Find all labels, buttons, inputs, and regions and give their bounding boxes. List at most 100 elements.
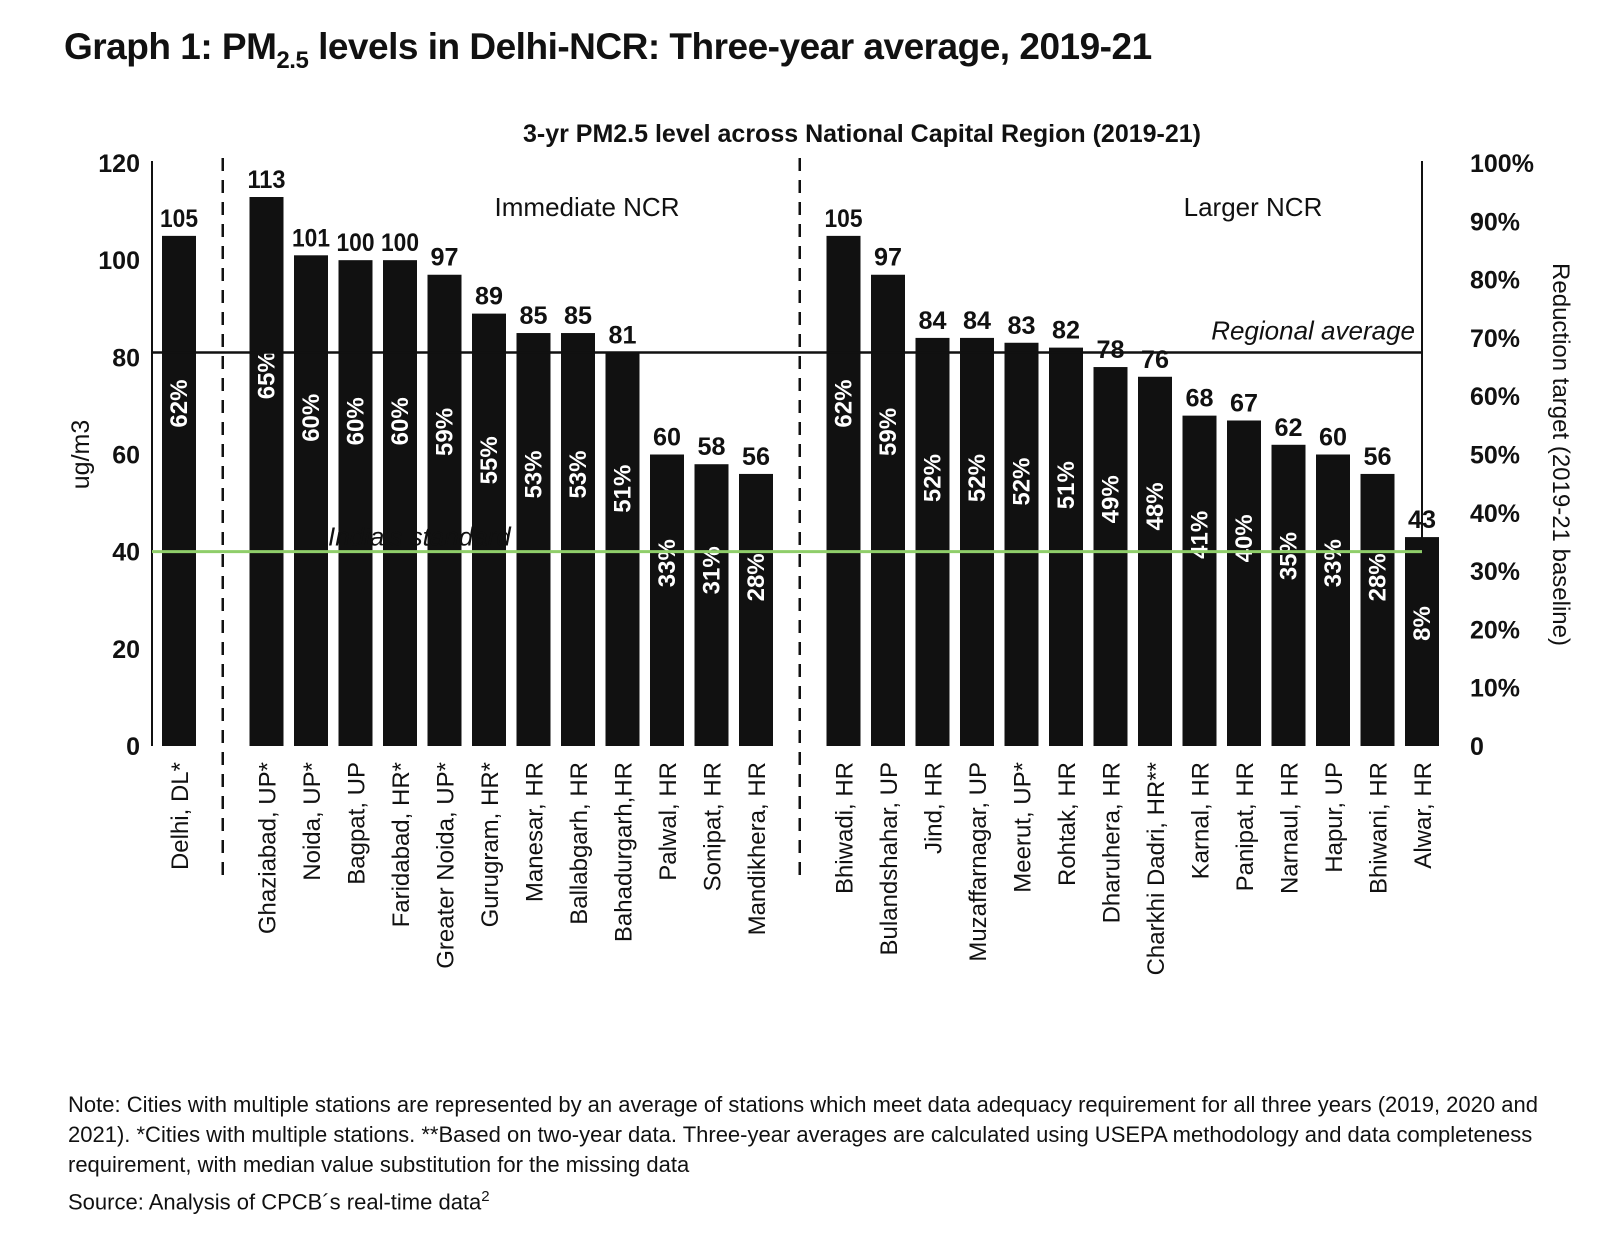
- bar-reduction-label: 48%: [1142, 482, 1169, 530]
- bar-reduction-label: 31%: [699, 546, 726, 594]
- bar: [294, 255, 328, 746]
- bar-value-label: 43: [1408, 506, 1436, 534]
- x-tick-label: Alwar, HR: [1410, 762, 1437, 869]
- bar-reduction-label: 51%: [610, 465, 637, 513]
- bar-value-label: 78: [1097, 336, 1125, 364]
- bar: [561, 333, 595, 746]
- title-subscript: 2.5: [276, 47, 309, 74]
- y2-tick-label: 30%: [1470, 558, 1520, 586]
- bar-reduction-label: 62%: [166, 380, 193, 428]
- bar-reduction-label: 52%: [920, 454, 947, 502]
- bar-value-label: 62: [1275, 414, 1303, 442]
- bar-value-label: 97: [431, 244, 459, 272]
- bar-reduction-label: 35%: [1276, 532, 1303, 580]
- bar: [960, 337, 994, 746]
- y2-tick-label: 0: [1470, 733, 1484, 761]
- x-tick-label: Ghaziabad, UP*: [255, 762, 282, 934]
- x-tick-label: Muzaffarnagar, UP: [965, 762, 992, 962]
- bar-value-label: 85: [520, 302, 548, 330]
- y2-tick-label: 60%: [1470, 383, 1520, 411]
- x-tick-label: Dharuhera, HR: [1099, 762, 1126, 923]
- bar: [605, 352, 640, 746]
- bar: [694, 464, 729, 746]
- bar: [1227, 420, 1261, 746]
- source-note: Source: Analysis of CPCB´s real-time dat…: [68, 1188, 490, 1215]
- x-tick-label: Faridabad, HR*: [388, 762, 415, 927]
- bar-value-label: 97: [874, 244, 902, 272]
- bar: [871, 274, 905, 746]
- y-tick-label: 100: [98, 247, 140, 275]
- x-tick-label: Greater Noida, UP*: [433, 762, 460, 969]
- bar: [1049, 347, 1083, 746]
- page-title: Graph 1: PM2.5 levels in Delhi-NCR: Thre…: [64, 26, 1152, 75]
- bar-reduction-label: 60%: [298, 394, 325, 442]
- bar-reduction-label: 8%: [1409, 606, 1436, 641]
- y2-tick-label: 70%: [1470, 325, 1520, 353]
- bar-reduction-label: 33%: [1320, 539, 1347, 587]
- x-tick-label: Gurugram, HR*: [477, 762, 504, 927]
- source-text: Source: Analysis of CPCB´s real-time dat…: [68, 1189, 482, 1215]
- bar-reduction-label: 49%: [1098, 475, 1125, 523]
- y2-tick-label: 80%: [1470, 267, 1520, 295]
- bar-reduction-label: 62%: [831, 380, 858, 428]
- y2-tick-label: 40%: [1470, 500, 1520, 528]
- group-label: Immediate NCR: [495, 192, 680, 222]
- bar-value-label: 101: [292, 224, 330, 252]
- y2-tick-label: 10%: [1470, 675, 1520, 703]
- bar: [1004, 342, 1039, 746]
- bar-reduction-label: 59%: [432, 408, 459, 456]
- x-tick-label: Palwal, HR: [655, 762, 682, 881]
- footnote: Note: Cities with multiple stations are …: [68, 1092, 1538, 1177]
- bar: [1271, 444, 1306, 746]
- y2-tick-label: 90%: [1470, 208, 1520, 236]
- x-tick-label: Sonipat, HR: [700, 762, 727, 891]
- bar-value-label: 76: [1141, 346, 1169, 374]
- source-superscript: 2: [481, 1188, 490, 1205]
- x-tick-label: Karnal, HR: [1188, 762, 1215, 879]
- bar: [383, 260, 417, 746]
- bar-value-label: 58: [698, 433, 726, 461]
- x-tick-label: Narnaul, HR: [1277, 762, 1304, 894]
- x-tick-label: Meerut, UP*: [1010, 762, 1037, 893]
- y-axis-label: ug/m3: [67, 420, 95, 489]
- y2-tick-label: 50%: [1470, 442, 1520, 470]
- x-tick-label: Bhiwadi, HR: [832, 762, 859, 894]
- x-tick-label: Manesar, HR: [522, 762, 549, 902]
- bar-reduction-label: 60%: [343, 397, 370, 445]
- bar-value-label: 67: [1230, 389, 1258, 417]
- title-suffix: levels in Delhi-NCR: Three-year average,…: [308, 26, 1152, 67]
- bar: [427, 274, 462, 746]
- bar-value-label: 84: [919, 307, 947, 335]
- bar-reduction-label: 28%: [743, 553, 770, 601]
- bar-reduction-label: 52%: [964, 454, 991, 502]
- bar: [1138, 376, 1172, 746]
- bar-value-label: 84: [963, 307, 991, 335]
- bar-value-label: 83: [1008, 312, 1036, 340]
- bar: [915, 337, 950, 746]
- bar-chart: 3-yr PM2.5 level across National Capital…: [67, 120, 1574, 975]
- bar-value-label: 56: [1364, 443, 1392, 471]
- bar-reduction-label: 53%: [521, 451, 548, 499]
- x-tick-label: Bahadurgarh,HR: [611, 762, 638, 942]
- bar: [739, 473, 773, 746]
- x-tick-label: Charkhi Dadri, HR**: [1143, 762, 1170, 975]
- title-prefix: Graph 1: PM: [64, 26, 277, 67]
- bar-value-label: 81: [609, 321, 637, 349]
- indias-standard-label: India's standard: [328, 522, 512, 552]
- x-tick-label: Bulandshahar, UP: [876, 762, 903, 955]
- bar-value-label: 89: [475, 283, 503, 311]
- bar-value-label: 60: [653, 424, 681, 452]
- bar-reduction-label: 33%: [654, 539, 681, 587]
- bar-reduction-label: 55%: [476, 436, 503, 484]
- bar-value-label: 56: [742, 443, 770, 471]
- bar-reduction-label: 52%: [1009, 458, 1036, 506]
- bar: [1093, 367, 1128, 746]
- bar-reduction-label: 60%: [387, 397, 414, 445]
- group-label: Larger NCR: [1184, 192, 1323, 222]
- x-tick-label: Delhi, DL*: [167, 762, 194, 870]
- bar: [826, 235, 861, 746]
- x-tick-label: Jind, HR: [921, 762, 948, 854]
- bar: [650, 454, 684, 746]
- bar-value-label: 113: [248, 166, 286, 194]
- y-tick-label: 20: [112, 636, 140, 664]
